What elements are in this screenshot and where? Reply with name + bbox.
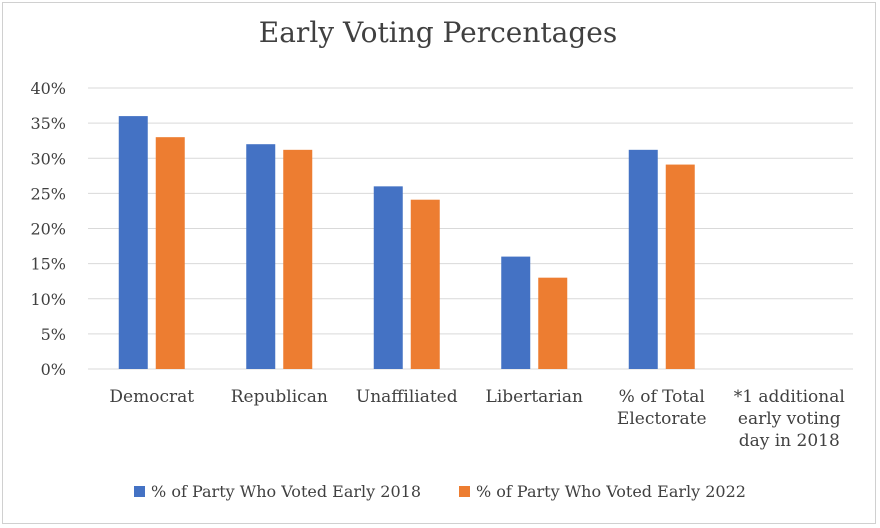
bar-2018 xyxy=(628,149,658,369)
bar-2022 xyxy=(155,137,185,369)
legend: % of Party Who Voted Early 2018 % of Par… xyxy=(0,482,880,501)
x-axis-labels: Democrat Republican Unaffiliated Libertaria… xyxy=(109,387,844,451)
x-category-label: *1 additional early voting day in 2018 xyxy=(734,387,845,451)
y-tick-label: 15% xyxy=(30,255,66,274)
bars xyxy=(118,116,695,369)
bar-chart: 0% 5% 10% 15% 20% 25% 30% 35% 40% Democrat Republ… xyxy=(30,79,853,451)
bar-2018 xyxy=(246,144,276,369)
y-tick-label: 35% xyxy=(30,114,66,133)
bar-2018 xyxy=(501,256,531,369)
y-tick-label: 40% xyxy=(30,79,66,98)
y-axis-labels: 0% 5% 10% 15% 20% 25% 30% 35% 40% xyxy=(30,79,66,379)
bar-2018 xyxy=(373,186,403,369)
x-category-label: Libertarian xyxy=(486,387,583,407)
bar-2022 xyxy=(538,277,568,369)
x-category-label: % of Total Electorate xyxy=(617,387,707,429)
legend-label-2022: % of Party Who Voted Early 2022 xyxy=(476,482,746,501)
y-tick-label: 0% xyxy=(41,360,66,379)
legend-item-2018: % of Party Who Voted Early 2018 xyxy=(134,482,421,501)
y-tick-label: 10% xyxy=(30,290,66,309)
bar-2022 xyxy=(665,164,695,369)
bar-2022 xyxy=(410,199,440,369)
y-tick-label: 30% xyxy=(30,149,66,168)
y-tick-label: 25% xyxy=(30,184,66,203)
bar-2022 xyxy=(283,149,313,369)
legend-swatch-2018 xyxy=(134,486,146,497)
legend-label-2018: % of Party Who Voted Early 2018 xyxy=(151,482,421,501)
bar-2018 xyxy=(118,116,148,369)
legend-item-2022: % of Party Who Voted Early 2022 xyxy=(459,482,746,501)
x-category-label: Republican xyxy=(231,387,328,407)
chart-title: Early Voting Percentages xyxy=(258,16,618,49)
gridlines xyxy=(88,87,853,370)
y-tick-label: 5% xyxy=(41,325,66,344)
x-category-label: Democrat xyxy=(109,387,194,407)
x-category-label: Unaffiliated xyxy=(356,387,458,407)
legend-swatch-2022 xyxy=(459,486,470,497)
y-tick-label: 20% xyxy=(30,220,66,239)
